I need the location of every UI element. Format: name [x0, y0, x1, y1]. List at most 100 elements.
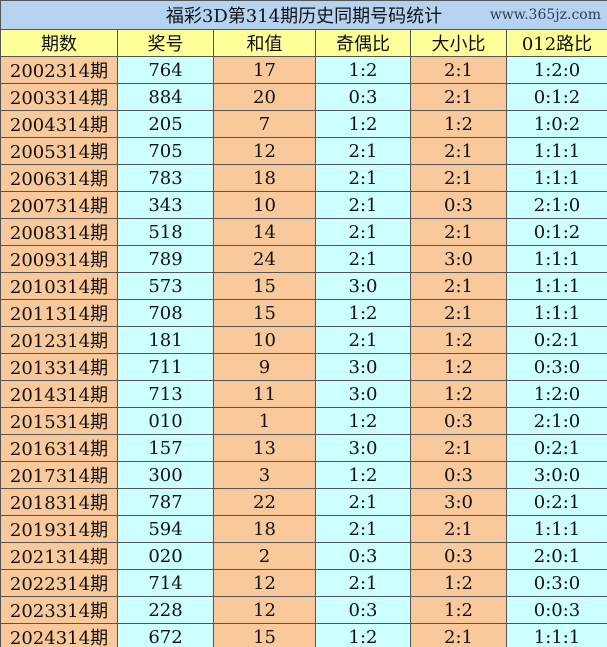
- cell-period: 2017314期: [0, 461, 118, 489]
- cell-number: 518: [117, 218, 214, 246]
- cell-big-small-ratio: 0:3: [410, 407, 507, 435]
- cell-route-012-ratio: 1:1:1: [505, 515, 607, 543]
- table-row: 2009314期 789 24 2:1 3:0 1:1:1: [0, 245, 607, 273]
- cell-period: 2024314期: [0, 623, 118, 647]
- cell-period: 2019314期: [0, 515, 118, 543]
- cell-sum: 12: [213, 596, 316, 624]
- cell-odd-even-ratio: 1:2: [315, 110, 411, 138]
- cell-number: 300: [117, 461, 214, 489]
- cell-sum: 9: [213, 353, 316, 381]
- cell-big-small-ratio: 1:2: [410, 596, 507, 624]
- cell-period: 2008314期: [0, 218, 118, 246]
- cell-route-012-ratio: 0:3:0: [505, 569, 607, 597]
- cell-route-012-ratio: 1:1:1: [505, 137, 607, 165]
- table-row: 2021314期 020 2 0:3 0:3 2:0:1: [0, 542, 607, 570]
- column-header-big-small-ratio: 大小比: [410, 29, 507, 57]
- table-row: 2017314期 300 3 1:2 0:3 3:0:0: [0, 461, 607, 489]
- cell-period: 2014314期: [0, 380, 118, 408]
- cell-sum: 18: [213, 515, 316, 543]
- cell-number: 343: [117, 191, 214, 219]
- table-row: 2018314期 787 22 2:1 3:0 0:2:1: [0, 488, 607, 516]
- cell-sum: 18: [213, 164, 316, 192]
- cell-odd-even-ratio: 2:1: [315, 245, 411, 273]
- column-header-odd-even-ratio: 奇偶比: [315, 29, 411, 57]
- cell-period: 2005314期: [0, 137, 118, 165]
- table-row: 2024314期 672 15 1:2 2:1 1:1:1: [0, 623, 607, 647]
- cell-number: 228: [117, 596, 214, 624]
- cell-sum: 2: [213, 542, 316, 570]
- cell-sum: 15: [213, 299, 316, 327]
- cell-sum: 1: [213, 407, 316, 435]
- cell-period: 2012314期: [0, 326, 118, 354]
- cell-period: 2015314期: [0, 407, 118, 435]
- cell-odd-even-ratio: 2:1: [315, 326, 411, 354]
- cell-big-small-ratio: 2:1: [410, 434, 507, 462]
- cell-route-012-ratio: 1:1:1: [505, 299, 607, 327]
- cell-route-012-ratio: 2:0:1: [505, 542, 607, 570]
- cell-period: 2007314期: [0, 191, 118, 219]
- table-row: 2013314期 711 9 3:0 1:2 0:3:0: [0, 353, 607, 381]
- cell-number: 205: [117, 110, 214, 138]
- cell-odd-even-ratio: 0:3: [315, 83, 411, 111]
- cell-odd-even-ratio: 3:0: [315, 380, 411, 408]
- cell-sum: 20: [213, 83, 316, 111]
- cell-big-small-ratio: 2:1: [410, 137, 507, 165]
- cell-number: 181: [117, 326, 214, 354]
- cell-big-small-ratio: 2:1: [410, 515, 507, 543]
- table-row: 2008314期 518 14 2:1 2:1 0:1:2: [0, 218, 607, 246]
- watermark: www.365jz.com: [489, 7, 601, 23]
- cell-route-012-ratio: 2:1:0: [505, 191, 607, 219]
- cell-sum: 11: [213, 380, 316, 408]
- table-row: 2014314期 713 11 3:0 1:2 1:2:0: [0, 380, 607, 408]
- cell-odd-even-ratio: 3:0: [315, 272, 411, 300]
- cell-number: 594: [117, 515, 214, 543]
- cell-route-012-ratio: 3:0:0: [505, 461, 607, 489]
- cell-odd-even-ratio: 1:2: [315, 56, 411, 84]
- cell-period: 2004314期: [0, 110, 118, 138]
- cell-big-small-ratio: 1:2: [410, 380, 507, 408]
- cell-big-small-ratio: 2:1: [410, 623, 507, 647]
- cell-period: 2011314期: [0, 299, 118, 327]
- table-row: 2002314期 764 17 1:2 2:1 1:2:0: [0, 56, 607, 84]
- table-row: 2016314期 157 13 3:0 2:1 0:2:1: [0, 434, 607, 462]
- cell-big-small-ratio: 2:1: [410, 299, 507, 327]
- cell-odd-even-ratio: 0:3: [315, 596, 411, 624]
- cell-odd-even-ratio: 2:1: [315, 164, 411, 192]
- cell-number: 705: [117, 137, 214, 165]
- cell-period: 2002314期: [0, 56, 118, 84]
- cell-odd-even-ratio: 1:2: [315, 461, 411, 489]
- cell-route-012-ratio: 0:2:1: [505, 326, 607, 354]
- column-header-sum: 和值: [213, 29, 316, 57]
- cell-number: 708: [117, 299, 214, 327]
- cell-number: 714: [117, 569, 214, 597]
- column-header-period: 期数: [0, 29, 118, 57]
- cell-big-small-ratio: 0:3: [410, 191, 507, 219]
- cell-period: 2016314期: [0, 434, 118, 462]
- cell-number: 020: [117, 542, 214, 570]
- cell-big-small-ratio: 2:1: [410, 218, 507, 246]
- cell-sum: 13: [213, 434, 316, 462]
- cell-big-small-ratio: 0:3: [410, 542, 507, 570]
- cell-big-small-ratio: 3:0: [410, 245, 507, 273]
- cell-sum: 15: [213, 272, 316, 300]
- cell-odd-even-ratio: 1:2: [315, 623, 411, 647]
- cell-route-012-ratio: 0:0:3: [505, 596, 607, 624]
- table-title: 福彩3D第314期历史同期号码统计: [0, 0, 607, 30]
- cell-period: 2006314期: [0, 164, 118, 192]
- table-row: 2004314期 205 7 1:2 1:2 1:0:2: [0, 110, 607, 138]
- cell-big-small-ratio: 1:2: [410, 326, 507, 354]
- cell-route-012-ratio: 1:1:1: [505, 272, 607, 300]
- cell-period: 2022314期: [0, 569, 118, 597]
- cell-sum: 22: [213, 488, 316, 516]
- cell-route-012-ratio: 1:1:1: [505, 245, 607, 273]
- column-header-route-012-ratio: 012路比: [505, 29, 607, 57]
- cell-sum: 17: [213, 56, 316, 84]
- cell-period: 2013314期: [0, 353, 118, 381]
- cell-big-small-ratio: 2:1: [410, 164, 507, 192]
- cell-big-small-ratio: 2:1: [410, 272, 507, 300]
- cell-route-012-ratio: 1:2:0: [505, 56, 607, 84]
- table-row: 2007314期 343 10 2:1 0:3 2:1:0: [0, 191, 607, 219]
- cell-route-012-ratio: 0:2:1: [505, 434, 607, 462]
